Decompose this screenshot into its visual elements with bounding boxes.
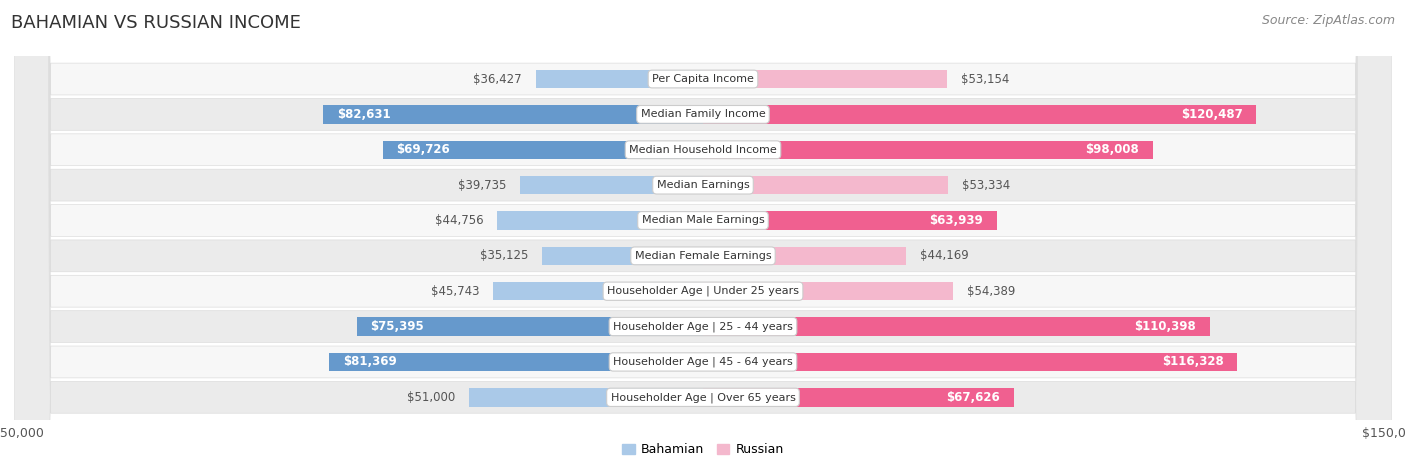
- Text: $82,631: $82,631: [337, 108, 391, 121]
- Text: $36,427: $36,427: [474, 72, 522, 85]
- Bar: [703, 70, 948, 88]
- Text: $98,008: $98,008: [1085, 143, 1139, 156]
- Bar: [382, 141, 703, 159]
- Bar: [494, 282, 703, 300]
- Text: $53,334: $53,334: [962, 178, 1010, 191]
- Text: Median Earnings: Median Earnings: [657, 180, 749, 190]
- Bar: [498, 211, 703, 230]
- Bar: [541, 247, 703, 265]
- Text: $54,389: $54,389: [966, 285, 1015, 298]
- Bar: [468, 388, 703, 406]
- Text: $51,000: $51,000: [406, 391, 456, 404]
- Bar: [703, 282, 953, 300]
- Bar: [703, 105, 1257, 124]
- Text: Householder Age | 45 - 64 years: Householder Age | 45 - 64 years: [613, 357, 793, 367]
- Bar: [703, 141, 1153, 159]
- FancyBboxPatch shape: [14, 0, 1392, 467]
- Text: $45,743: $45,743: [430, 285, 479, 298]
- Bar: [703, 247, 905, 265]
- FancyBboxPatch shape: [14, 0, 1392, 467]
- Bar: [703, 388, 1014, 406]
- Text: $120,487: $120,487: [1181, 108, 1243, 121]
- Bar: [703, 176, 948, 194]
- FancyBboxPatch shape: [14, 0, 1392, 467]
- Text: $75,395: $75,395: [371, 320, 425, 333]
- Bar: [329, 353, 703, 371]
- Text: $44,756: $44,756: [434, 214, 484, 227]
- Text: $116,328: $116,328: [1161, 355, 1223, 368]
- Text: Median Household Income: Median Household Income: [628, 145, 778, 155]
- FancyBboxPatch shape: [14, 0, 1392, 467]
- Bar: [536, 70, 703, 88]
- Text: Householder Age | Over 65 years: Householder Age | Over 65 years: [610, 392, 796, 403]
- Text: BAHAMIAN VS RUSSIAN INCOME: BAHAMIAN VS RUSSIAN INCOME: [11, 14, 301, 32]
- Text: $35,125: $35,125: [479, 249, 527, 262]
- FancyBboxPatch shape: [14, 0, 1392, 467]
- Text: $67,626: $67,626: [946, 391, 1000, 404]
- Text: Per Capita Income: Per Capita Income: [652, 74, 754, 84]
- FancyBboxPatch shape: [14, 0, 1392, 467]
- Bar: [323, 105, 703, 124]
- Bar: [703, 318, 1211, 336]
- Text: Median Female Earnings: Median Female Earnings: [634, 251, 772, 261]
- Legend: Bahamian, Russian: Bahamian, Russian: [617, 439, 789, 461]
- Text: $81,369: $81,369: [343, 355, 396, 368]
- FancyBboxPatch shape: [14, 0, 1392, 467]
- Text: $53,154: $53,154: [960, 72, 1010, 85]
- Text: $110,398: $110,398: [1135, 320, 1197, 333]
- FancyBboxPatch shape: [14, 0, 1392, 467]
- Bar: [357, 318, 703, 336]
- Text: $69,726: $69,726: [396, 143, 450, 156]
- Text: Median Family Income: Median Family Income: [641, 109, 765, 120]
- Text: Median Male Earnings: Median Male Earnings: [641, 215, 765, 226]
- Bar: [703, 211, 997, 230]
- Text: $63,939: $63,939: [929, 214, 983, 227]
- Text: Householder Age | 25 - 44 years: Householder Age | 25 - 44 years: [613, 321, 793, 332]
- Text: Source: ZipAtlas.com: Source: ZipAtlas.com: [1261, 14, 1395, 27]
- Text: $44,169: $44,169: [920, 249, 969, 262]
- FancyBboxPatch shape: [14, 0, 1392, 467]
- Text: $39,735: $39,735: [458, 178, 506, 191]
- FancyBboxPatch shape: [14, 0, 1392, 467]
- Bar: [703, 353, 1237, 371]
- Text: Householder Age | Under 25 years: Householder Age | Under 25 years: [607, 286, 799, 297]
- Bar: [520, 176, 703, 194]
